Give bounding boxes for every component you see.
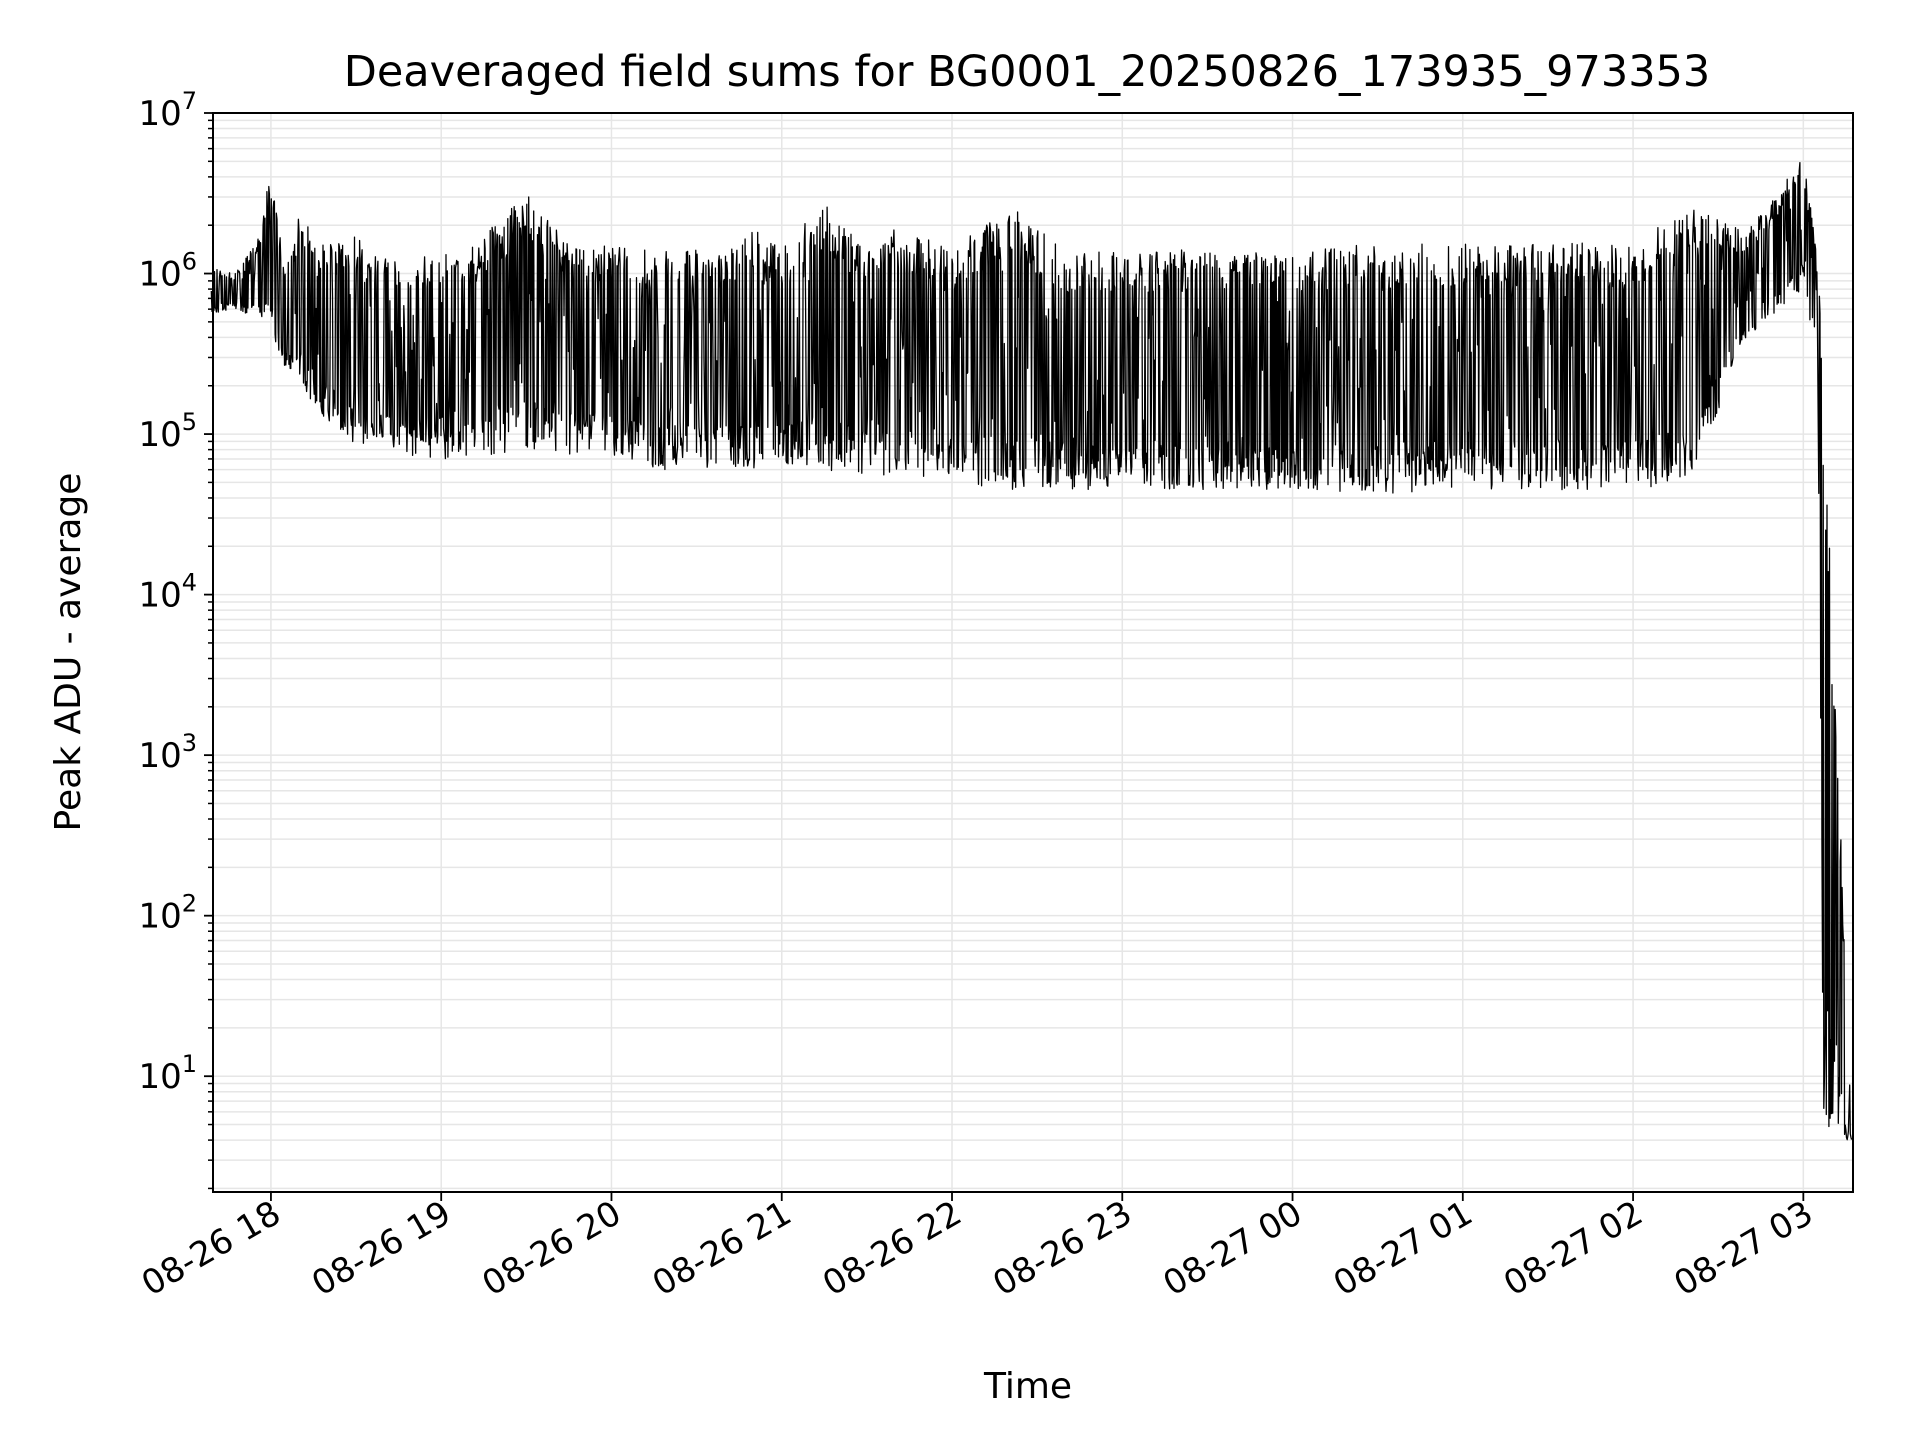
chart-title: Deaveraged field sums for BG0001_2025082… <box>344 47 1711 97</box>
y-tick-label: 102 <box>138 890 197 937</box>
grid <box>213 112 1853 1192</box>
y-tick-label: 107 <box>138 87 197 134</box>
y-tick-label: 101 <box>138 1050 197 1097</box>
y-tick-label: 104 <box>138 569 197 616</box>
y-tick-label: 103 <box>138 729 197 776</box>
y-tick-label: 106 <box>138 248 197 295</box>
series-group <box>210 161 1853 1141</box>
y-axis-ticks: 101 102 103 104 105 106 107 <box>138 87 213 1097</box>
plot-frame <box>212 112 1854 1193</box>
y-axis-label: Peak ADU - average <box>48 473 89 832</box>
x-axis-label: Time <box>983 1366 1072 1407</box>
series-line-0 <box>210 161 1853 1141</box>
y-tick-label: 105 <box>138 408 197 455</box>
